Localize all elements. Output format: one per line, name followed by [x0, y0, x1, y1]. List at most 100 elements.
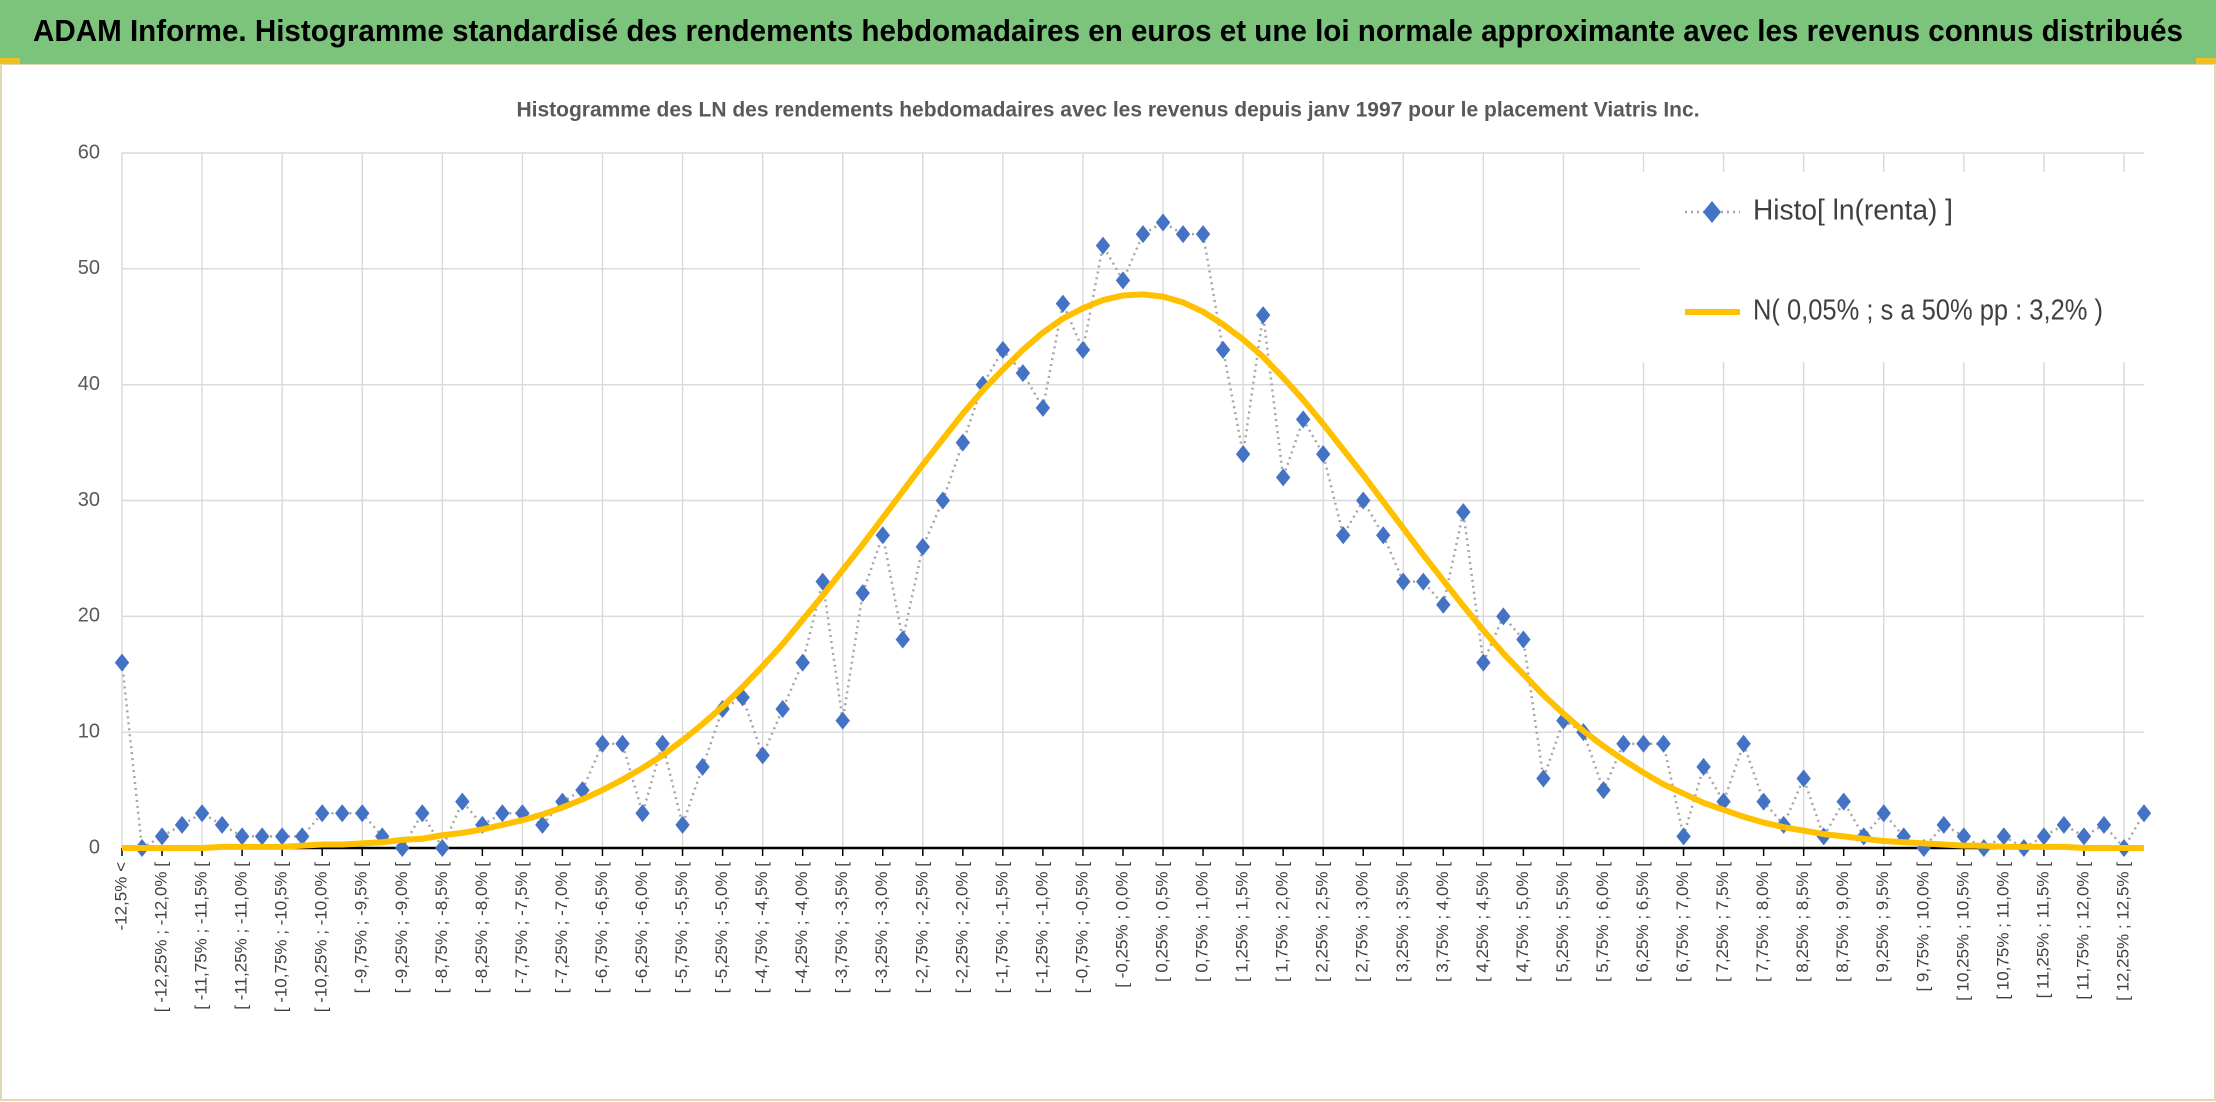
x-tick-label: [ 8,25% ; 8,5% [ — [1793, 862, 1812, 982]
data-point — [995, 340, 1011, 359]
data-point — [1376, 526, 1391, 545]
data-point — [695, 757, 710, 776]
data-point — [1175, 225, 1191, 244]
x-tick-label: [ -1,25% ; -1,0% [ — [1032, 862, 1051, 994]
x-tick-label: [ 3,25% ; 3,5% [ — [1393, 862, 1412, 982]
data-point — [294, 827, 310, 846]
data-point — [1756, 792, 1771, 811]
data-point — [314, 804, 330, 823]
x-tick-label: [ 6,75% ; 7,0% [ — [1673, 862, 1692, 982]
x-tick-label: [ -6,25% ; -6,0% [ — [632, 862, 651, 994]
header-bar — [0, 0, 2216, 64]
data-point — [1336, 526, 1351, 545]
data-point — [595, 734, 610, 753]
data-point — [1055, 294, 1071, 313]
x-tick-label: [ 1,25% ; 1,5% [ — [1233, 862, 1252, 982]
x-tick-label: [ 0,25% ; 0,5% [ — [1153, 862, 1172, 982]
data-point — [895, 630, 910, 649]
data-point — [455, 792, 470, 811]
x-tick-label: [ 2,75% ; 3,0% [ — [1353, 862, 1372, 982]
data-point — [1596, 781, 1611, 800]
x-tick-label: [ -5,25% ; -5,0% [ — [712, 862, 731, 994]
data-point — [1476, 653, 1491, 672]
data-point — [955, 433, 971, 452]
x-tick-label: [ 0,75% ; 1,0% [ — [1193, 862, 1212, 982]
x-tick-label: [ -0,25% ; 0,0% [ — [1112, 862, 1131, 988]
x-tick-label: [ -1,75% ; -1,5% [ — [992, 862, 1011, 994]
x-tick-label: [ -11,75% ; -11,5% [ — [192, 862, 211, 1010]
data-point — [915, 537, 930, 556]
data-point — [154, 827, 170, 846]
x-tick-label: [ 7,75% ; 8,0% [ — [1753, 862, 1772, 982]
data-point — [335, 804, 350, 823]
data-point — [1516, 630, 1531, 649]
data-point — [535, 815, 550, 834]
x-tick-label: [ 10,25% ; 10,5% [ — [1953, 862, 1972, 1001]
data-point — [1275, 468, 1291, 487]
data-point — [1936, 815, 1952, 834]
data-point — [1616, 734, 1631, 753]
x-tick-label: [ -3,25% ; -3,0% [ — [872, 862, 891, 994]
data-point — [2096, 815, 2112, 834]
x-tick-label: [ -9,75% ; -9,5% [ — [352, 862, 371, 994]
x-tick-label: [ 2,25% ; 2,5% [ — [1313, 862, 1332, 982]
data-point — [2136, 804, 2152, 823]
data-point — [1155, 213, 1171, 232]
x-tick-label: [ -7,75% ; -7,5% [ — [512, 862, 531, 994]
data-point — [1636, 734, 1651, 753]
data-point — [935, 491, 951, 510]
data-point — [1215, 340, 1231, 359]
data-point — [1876, 804, 1891, 823]
x-tick-label: [ -8,75% ; -8,5% [ — [432, 862, 451, 994]
data-point — [875, 526, 890, 545]
x-tick-label: [ 4,75% ; 5,0% [ — [1513, 862, 1532, 982]
data-point — [2036, 827, 2052, 846]
data-point — [1295, 410, 1311, 429]
data-point — [194, 804, 210, 823]
y-tick-label: 60 — [78, 141, 100, 163]
data-point — [1536, 769, 1551, 788]
x-tick-label: [ 10,75% ; 11,0% [ — [1993, 862, 2012, 1000]
series-line — [122, 291, 2144, 851]
x-tick-label: [ 8,75% ; 9,0% [ — [1833, 862, 1852, 982]
x-tick-label: [ -2,75% ; -2,5% [ — [912, 862, 931, 994]
data-point — [1656, 734, 1671, 753]
data-point — [1195, 225, 1211, 244]
x-tick-label: [ 9,25% ; 9,5% [ — [1873, 862, 1892, 982]
x-tick-label: [ 4,25% ; 4,5% [ — [1473, 862, 1492, 982]
data-point — [1015, 364, 1031, 383]
data-point — [355, 804, 370, 823]
x-tick-label: [ 5,75% ; 6,0% [ — [1593, 862, 1612, 982]
y-tick-label: 50 — [78, 257, 100, 279]
y-tick-label: 30 — [78, 489, 100, 511]
corner — [0, 58, 20, 64]
data-point — [515, 804, 530, 823]
data-point — [1035, 398, 1051, 417]
x-tick-label: [ -7,25% ; -7,0% [ — [552, 862, 571, 994]
data-point — [1956, 827, 1972, 846]
x-tick-label: [ 5,25% ; 5,5% [ — [1553, 862, 1572, 982]
data-point — [1075, 340, 1091, 359]
legend-label: N( 0,05% ; s a 50% pp : 3,2% ) — [1753, 295, 2103, 327]
data-point — [655, 734, 670, 753]
x-tick-label: [ 11,75% ; 12,0% [ — [2073, 862, 2092, 1000]
data-point — [214, 815, 230, 834]
corner — [2196, 58, 2216, 64]
x-tick-label: [ 3,75% ; 4,0% [ — [1433, 862, 1452, 982]
x-tick-label: [ -10,25% ; -10,0% [ — [312, 862, 331, 1013]
legend-box — [1640, 172, 2150, 362]
x-tick-label: [ 9,75% ; 10,0% [ — [1913, 862, 1932, 992]
legend-marker — [1703, 201, 1721, 223]
data-point — [1996, 827, 2012, 846]
data-point — [435, 839, 450, 857]
x-tick-label: [ -9,25% ; -9,0% [ — [392, 862, 411, 994]
data-point — [1095, 236, 1111, 255]
data-point — [495, 804, 510, 823]
data-point — [1836, 792, 1851, 811]
data-point — [415, 804, 430, 823]
data-point — [855, 584, 870, 603]
y-tick-label: 40 — [78, 373, 100, 395]
data-point — [635, 804, 650, 823]
data-point — [975, 375, 991, 394]
